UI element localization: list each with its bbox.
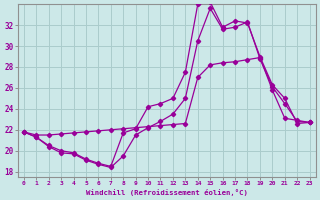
X-axis label: Windchill (Refroidissement éolien,°C): Windchill (Refroidissement éolien,°C): [86, 189, 248, 196]
